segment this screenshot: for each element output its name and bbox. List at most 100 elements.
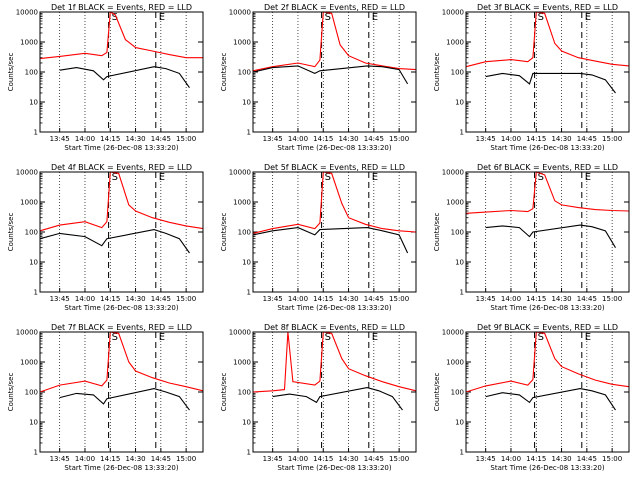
panel-4-axes-frame xyxy=(39,171,204,293)
panel-7-xtick-label: 14:45 xyxy=(151,455,171,463)
panel-8-xtick-label: 14:30 xyxy=(338,455,358,463)
panel-3-xtick-label: 14:30 xyxy=(551,135,571,143)
panel-1-xtick-label: 14:15 xyxy=(100,135,120,143)
panel-1-ylabel: Counts/sec xyxy=(7,53,15,92)
panel-4-xtick-label: 15:00 xyxy=(176,295,196,303)
panel-1-title: Det 1f BLACK = Events, RED = LLD xyxy=(51,3,192,12)
panel-5-events-line xyxy=(252,227,409,254)
panel-3-xtick-label: 14:15 xyxy=(526,135,546,143)
panel-4-xtick-label: 14:15 xyxy=(100,295,120,303)
panel-2-ytick-label: 1 xyxy=(247,129,251,137)
panel-8-axes-frame xyxy=(252,331,417,453)
panel-2-xtick-label: 14:45 xyxy=(364,135,384,143)
panel-9-xlabel: Start Time (26-Dec-08 13:33:20) xyxy=(490,464,604,472)
panel-9-ytick-label: 1000 xyxy=(446,359,464,367)
panel-2-xtick-label: 14:00 xyxy=(288,135,308,143)
panel-7-ytick-label: 1 xyxy=(34,449,38,457)
panel-4-marker-label: S xyxy=(112,172,118,183)
panel-2-ytick-label: 100 xyxy=(238,69,251,77)
panel-3-xtick-label: 14:45 xyxy=(577,135,597,143)
panel-3-ytick-label: 1000 xyxy=(446,39,464,47)
panel-9-events-line xyxy=(485,388,616,411)
panel-6-xtick-label: 14:00 xyxy=(501,295,521,303)
panel-1-xtick-label: 14:00 xyxy=(75,135,95,143)
panel-5-lld-line xyxy=(252,171,417,234)
panel-7-ytick-label: 1000 xyxy=(20,359,38,367)
panel-4-title: Det 4f BLACK = Events, RED = LLD xyxy=(51,163,192,172)
panel-3-marker-label: E xyxy=(585,12,591,23)
panel-5-marker-label: S xyxy=(325,172,331,183)
panel-1-ytick-label: 100 xyxy=(25,69,38,77)
panel-9-ytick-label: 100 xyxy=(451,389,464,397)
panel-3-xtick-label: 14:00 xyxy=(501,135,521,143)
panel-5-ytick-label: 1 xyxy=(247,289,251,297)
panel-2-title: Det 2f BLACK = Events, RED = LLD xyxy=(264,3,405,12)
panel-2-xtick-label: 14:30 xyxy=(338,135,358,143)
panel-9: Det 9f BLACK = Events, RED = LLD Counts/s… xyxy=(433,323,630,472)
panel-2-events-line xyxy=(252,65,409,85)
panel-1-xtick-label: 14:30 xyxy=(125,135,145,143)
panel-9-ytick-label: 10000 xyxy=(442,329,464,337)
panel-5-marker-label: E xyxy=(372,172,378,183)
panel-9-lld-line xyxy=(465,331,630,393)
panel-6-ytick-label: 1 xyxy=(460,289,464,297)
panel-6-events-line xyxy=(485,224,616,248)
panel-5-xtick-label: 14:45 xyxy=(364,295,384,303)
panel-6-ytick-label: 100 xyxy=(451,229,464,237)
panel-2: Det 2f BLACK = Events, RED = LLD Counts/s… xyxy=(220,3,417,152)
panel-7-xtick-label: 14:15 xyxy=(100,455,120,463)
panel-9-xtick-label: 14:45 xyxy=(577,455,597,463)
panel-5-ytick-label: 1000 xyxy=(233,199,251,207)
panel-2-lld-line xyxy=(252,11,417,72)
panel-6-marker-label: S xyxy=(538,172,544,183)
panel-2-marker-label: S xyxy=(325,12,331,23)
panel-7-axes-frame xyxy=(39,331,204,453)
panel-8-ytick-label: 1 xyxy=(247,449,251,457)
panel-9-xtick-label: 14:00 xyxy=(501,455,521,463)
panel-4-xtick-label: 14:00 xyxy=(75,295,95,303)
panel-2-axes-frame xyxy=(252,11,417,133)
panel-8-xtick-label: 14:45 xyxy=(364,455,384,463)
panel-9-xtick-label: 14:15 xyxy=(526,455,546,463)
panel-2-ylabel: Counts/sec xyxy=(220,53,228,92)
panel-2-xtick-label: 14:15 xyxy=(313,135,333,143)
panel-1-marker-label: S xyxy=(112,12,118,23)
panel-7-marker-label: S xyxy=(112,332,118,343)
panel-7-xlabel: Start Time (26-Dec-08 13:33:20) xyxy=(64,464,178,472)
panel-4-ytick-label: 10 xyxy=(29,259,38,267)
panel-1-lld-line xyxy=(39,11,203,60)
panel-5-xtick-label: 13:45 xyxy=(263,295,283,303)
panel-9-ytick-label: 1 xyxy=(460,449,464,457)
panel-3-xtick-label: 13:45 xyxy=(476,135,496,143)
panel-1-ytick-label: 10000 xyxy=(16,9,38,17)
panel-1-ytick-label: 1000 xyxy=(20,39,38,47)
panel-4-lld-line xyxy=(39,171,204,232)
panel-9-xtick-label: 15:00 xyxy=(602,455,622,463)
panel-6-xlabel: Start Time (26-Dec-08 13:33:20) xyxy=(490,304,604,312)
panel-8-xlabel: Start Time (26-Dec-08 13:33:20) xyxy=(277,464,391,472)
panel-3-lld-line xyxy=(465,11,630,68)
panel-3-ytick-label: 10 xyxy=(455,99,464,107)
panel-9-xtick-label: 14:30 xyxy=(551,455,571,463)
panel-8-marker-label: S xyxy=(325,332,331,343)
panel-8-ylabel: Counts/sec xyxy=(220,373,228,412)
panel-6-xtick-label: 14:30 xyxy=(551,295,571,303)
panel-2-ytick-label: 10000 xyxy=(229,9,251,17)
panel-6-xtick-label: 14:15 xyxy=(526,295,546,303)
panel-3-axes-frame xyxy=(465,11,630,133)
panel-1-ytick-label: 1 xyxy=(34,129,38,137)
panel-5-ytick-label: 10 xyxy=(242,259,251,267)
panel-2-xlabel: Start Time (26-Dec-08 13:33:20) xyxy=(277,144,391,152)
panel-6-marker-label: E xyxy=(585,172,591,183)
panel-2-ytick-label: 1000 xyxy=(233,39,251,47)
panel-9-axes-frame xyxy=(465,331,630,453)
panel-8-title: Det 8f BLACK = Events, RED = LLD xyxy=(264,323,405,332)
panel-8-ytick-label: 10000 xyxy=(229,329,251,337)
panel-4-ylabel: Counts/sec xyxy=(7,213,15,252)
panel-7-ytick-label: 100 xyxy=(25,389,38,397)
panel-4-xtick-label: 14:45 xyxy=(151,295,171,303)
panel-6: Det 6f BLACK = Events, RED = LLD Counts/s… xyxy=(433,163,630,312)
panel-1: Det 1f BLACK = Events, RED = LLD Counts/s… xyxy=(7,3,204,152)
panel-8-ytick-label: 100 xyxy=(238,389,251,397)
